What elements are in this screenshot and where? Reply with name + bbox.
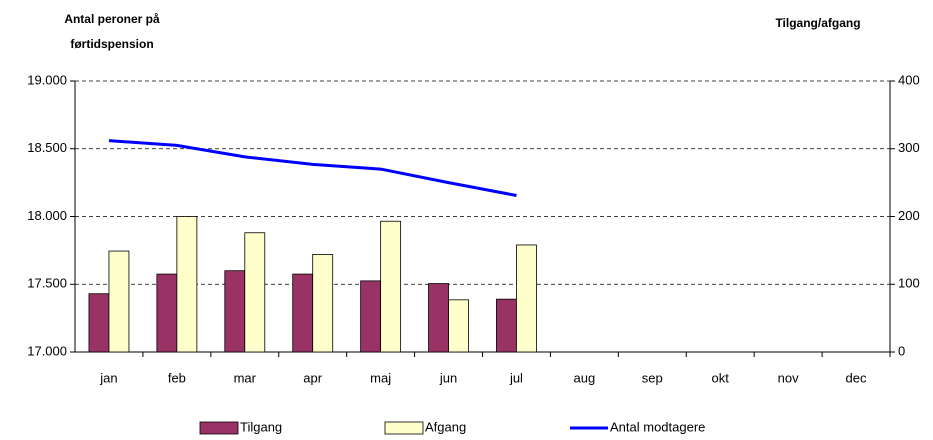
x-tick-label: nov bbox=[778, 370, 799, 385]
bar bbox=[380, 220, 402, 353]
bar bbox=[496, 298, 517, 353]
y2-tick-label: 400 bbox=[898, 72, 920, 87]
x-tick-label: dec bbox=[846, 370, 867, 385]
y2-tick-label: 200 bbox=[898, 208, 920, 223]
y2-tick-label: 100 bbox=[898, 276, 920, 291]
x-tick-label: maj bbox=[370, 370, 391, 385]
legend-label: Antal modtagere bbox=[610, 419, 705, 434]
x-tick-label: okt bbox=[712, 370, 730, 385]
y2-axis-title: Tilgang/afgang bbox=[775, 16, 860, 30]
y-tick-label: 18.500 bbox=[27, 140, 67, 155]
bar bbox=[244, 232, 266, 353]
bar bbox=[156, 273, 178, 353]
bar bbox=[428, 283, 449, 353]
bar bbox=[516, 244, 537, 353]
x-tick-label: sep bbox=[642, 370, 663, 385]
legend-swatch bbox=[384, 421, 424, 435]
x-tick-label: feb bbox=[168, 370, 186, 385]
bar bbox=[176, 216, 198, 353]
x-tick-label: apr bbox=[303, 370, 322, 385]
x-tick-label: jun bbox=[439, 370, 457, 385]
x-tick-label: jul bbox=[509, 370, 523, 385]
bar bbox=[108, 250, 130, 353]
x-tick-label: aug bbox=[574, 370, 596, 385]
y-axis-title: førtidspension bbox=[70, 37, 153, 51]
legend-label: Tilgang bbox=[240, 419, 282, 434]
x-tick-label: mar bbox=[234, 370, 257, 385]
y-tick-label: 19.000 bbox=[27, 72, 67, 87]
bar bbox=[360, 280, 382, 353]
bar bbox=[88, 293, 110, 353]
line bbox=[108, 139, 517, 197]
y-tick-label: 17.500 bbox=[27, 276, 67, 291]
y2-tick-label: 300 bbox=[898, 140, 920, 155]
bar bbox=[448, 299, 469, 353]
y-tick-label: 17.000 bbox=[27, 343, 67, 358]
bar bbox=[312, 254, 334, 353]
y-axis-title: Antal peroner på bbox=[64, 12, 160, 26]
legend-swatch bbox=[199, 421, 239, 435]
x-tick-label: jan bbox=[99, 370, 117, 385]
y2-tick-label: 0 bbox=[898, 343, 905, 358]
y-tick-label: 18.000 bbox=[27, 208, 67, 223]
legend-label: Afgang bbox=[425, 419, 466, 434]
bar bbox=[292, 273, 314, 353]
bar bbox=[224, 270, 246, 353]
